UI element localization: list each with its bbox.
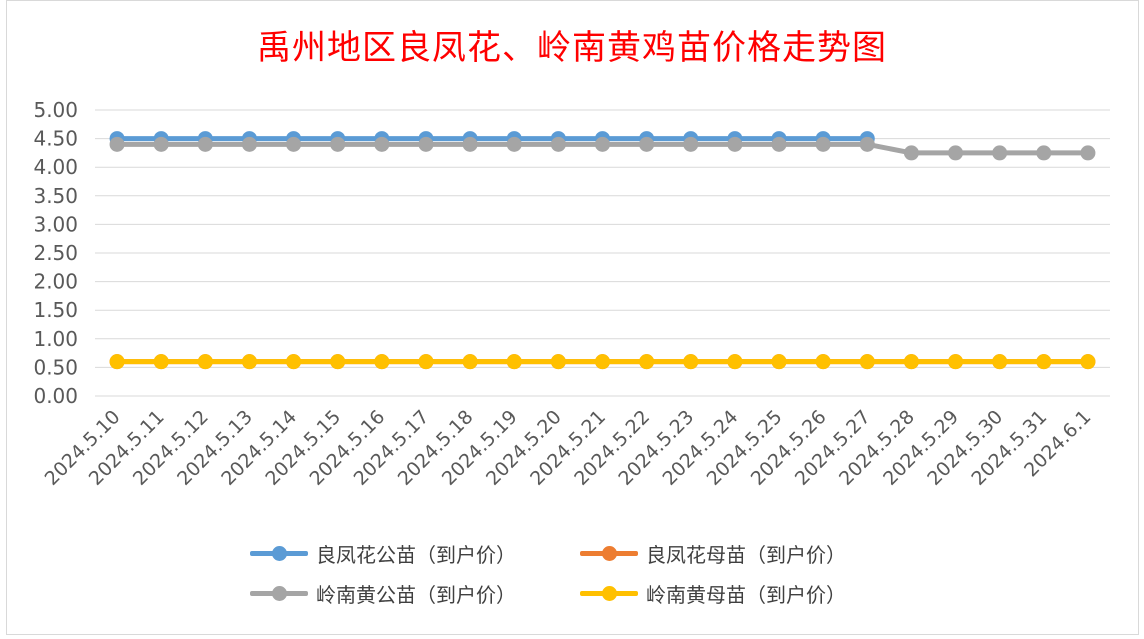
data-point-series-3 xyxy=(418,354,434,370)
chart-title: 禹州地区良凤花、岭南黄鸡苗价格走势图 xyxy=(257,28,887,68)
data-point-series-3 xyxy=(683,354,699,370)
data-point-series-2 xyxy=(815,136,831,152)
data-point-series-2 xyxy=(109,136,125,152)
data-point-series-2 xyxy=(727,136,743,152)
data-point-series-2 xyxy=(903,145,919,161)
legend-swatch xyxy=(580,540,638,566)
data-point-series-2 xyxy=(639,136,655,152)
data-point-series-3 xyxy=(330,354,346,370)
data-point-series-2 xyxy=(595,136,610,152)
data-point-series-3 xyxy=(859,354,875,370)
y-tick-label: 0.50 xyxy=(33,355,78,379)
data-point-series-3 xyxy=(374,354,390,370)
data-point-series-3 xyxy=(992,354,1008,370)
y-tick-label: 5.00 xyxy=(33,98,78,122)
legend-marker xyxy=(602,546,617,561)
data-point-series-3 xyxy=(1080,354,1096,370)
legend-item-lnh-female: 岭南黄母苗（到户价） xyxy=(580,580,920,607)
data-point-series-2 xyxy=(771,136,787,152)
data-point-series-2 xyxy=(330,136,346,152)
legend-item-lfh-male: 良凤花公苗（到户价） xyxy=(250,540,580,567)
y-tick-label: 1.00 xyxy=(33,327,78,351)
data-point-series-2 xyxy=(1080,145,1096,161)
legend-label: 岭南黄公苗（到户价） xyxy=(316,582,516,607)
y-tick-label: 4.00 xyxy=(33,155,78,179)
y-tick-label: 1.50 xyxy=(33,298,78,322)
data-point-series-2 xyxy=(418,136,434,152)
data-point-series-2 xyxy=(197,136,213,152)
data-point-series-3 xyxy=(903,354,919,370)
data-point-series-3 xyxy=(639,354,655,370)
y-tick-label: 3.50 xyxy=(33,184,78,208)
data-point-series-3 xyxy=(595,354,610,370)
legend-swatch xyxy=(250,540,308,566)
y-tick-label: 0.00 xyxy=(33,384,78,408)
data-point-series-3 xyxy=(771,354,787,370)
data-point-series-2 xyxy=(241,136,257,152)
data-point-series-2 xyxy=(153,136,169,152)
y-tick-label: 2.00 xyxy=(33,270,78,294)
data-point-series-3 xyxy=(1036,354,1052,370)
data-point-series-2 xyxy=(948,145,964,161)
legend-label: 岭南黄母苗（到户价） xyxy=(646,582,846,607)
data-point-series-2 xyxy=(859,136,875,152)
y-tick-label: 2.50 xyxy=(33,241,78,265)
data-point-series-3 xyxy=(506,354,522,370)
data-point-series-3 xyxy=(153,354,169,370)
data-point-series-2 xyxy=(550,136,566,152)
data-point-series-3 xyxy=(286,354,302,370)
legend-item-lfh-female: 良凤花母苗（到户价） xyxy=(580,540,920,567)
legend-swatch xyxy=(250,580,308,606)
legend-item-lnh-male: 岭南黄公苗（到户价） xyxy=(250,580,580,607)
data-point-series-3 xyxy=(815,354,831,370)
data-point-series-3 xyxy=(241,354,257,370)
legend-marker xyxy=(602,586,617,601)
data-point-series-2 xyxy=(286,136,302,152)
data-point-series-3 xyxy=(550,354,566,370)
data-point-series-3 xyxy=(109,354,125,370)
legend-label: 良凤花公苗（到户价） xyxy=(316,542,516,567)
legend-label: 良凤花母苗（到户价） xyxy=(646,542,846,567)
data-point-series-2 xyxy=(1036,145,1052,161)
legend-marker xyxy=(272,546,287,561)
y-tick-label: 4.50 xyxy=(33,127,78,151)
chart-legend: 良凤花公苗（到户价） 良凤花母苗（到户价） 岭南黄公苗（到户价） 岭南黄母苗（到… xyxy=(250,540,950,607)
data-point-series-2 xyxy=(506,136,522,152)
data-point-series-3 xyxy=(727,354,743,370)
data-point-series-3 xyxy=(462,354,478,370)
data-point-series-2 xyxy=(462,136,478,152)
y-tick-label: 3.00 xyxy=(33,212,78,236)
chart-frame xyxy=(6,0,1139,635)
legend-swatch xyxy=(580,580,638,606)
data-point-series-2 xyxy=(683,136,699,152)
data-point-series-3 xyxy=(948,354,964,370)
data-point-series-3 xyxy=(197,354,213,370)
legend-marker xyxy=(272,586,287,601)
data-point-series-2 xyxy=(374,136,390,152)
data-point-series-2 xyxy=(992,145,1008,161)
